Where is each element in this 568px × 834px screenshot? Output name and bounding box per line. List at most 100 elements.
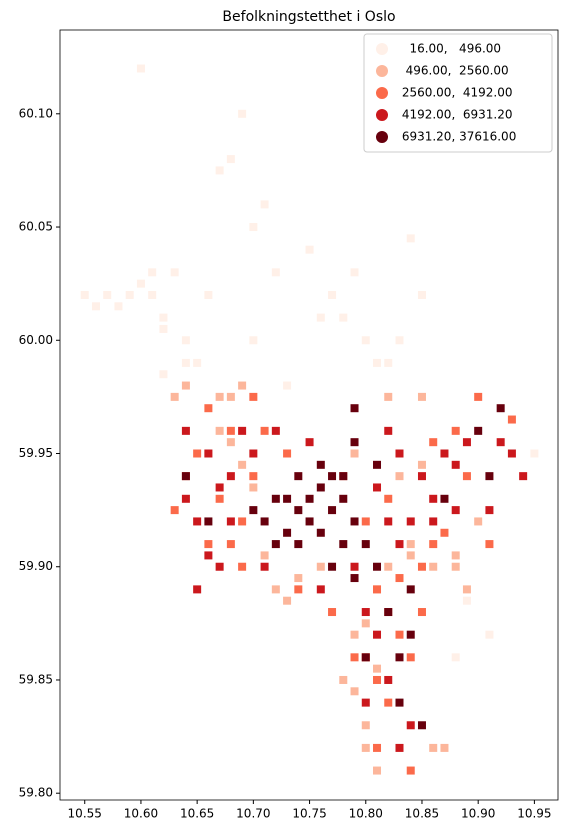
grid-cell — [361, 721, 370, 730]
grid-cell — [350, 449, 359, 458]
grid-cell — [159, 370, 168, 379]
grid-cell — [260, 517, 269, 526]
grid-cell — [181, 426, 190, 435]
grid-cell — [339, 472, 348, 481]
chart-title: Befolkningstetthet i Oslo — [222, 9, 395, 25]
grid-cell — [283, 528, 292, 537]
grid-cell — [395, 653, 404, 662]
grid-cell — [271, 540, 280, 549]
grid-cell — [429, 494, 438, 503]
x-tick-label: 10.60 — [124, 807, 158, 821]
grid-cell — [170, 392, 179, 401]
plot-frame — [59, 29, 559, 801]
grid-cell — [384, 392, 393, 401]
grid-cell — [193, 449, 202, 458]
grid-cell — [226, 517, 235, 526]
y-tick-label: 59.85 — [19, 672, 53, 686]
grid-cell — [406, 234, 415, 243]
grid-cell — [462, 585, 471, 594]
grid-cell — [305, 494, 314, 503]
grid-cell — [451, 426, 460, 435]
grid-cell — [350, 630, 359, 639]
grid-cell — [249, 449, 258, 458]
grid-cell — [474, 392, 483, 401]
grid-cell — [429, 562, 438, 571]
grid-cell — [170, 268, 179, 277]
grid-cell — [350, 438, 359, 447]
grid-cell — [249, 223, 258, 232]
grid-cell — [361, 336, 370, 345]
grid-cell — [507, 449, 516, 458]
grid-cell — [328, 506, 337, 515]
grid-cell — [204, 449, 213, 458]
grid-cell — [339, 540, 348, 549]
grid-cell — [384, 358, 393, 367]
grid-cell — [406, 766, 415, 775]
legend-box — [363, 33, 553, 153]
grid-cell — [316, 460, 325, 469]
grid-cell — [350, 517, 359, 526]
grid-cell — [215, 562, 224, 571]
grid-cell — [226, 438, 235, 447]
grid-cell — [215, 426, 224, 435]
grid-cell — [485, 506, 494, 515]
grid-cell — [507, 415, 516, 424]
grid-cell — [260, 562, 269, 571]
grid-cell — [181, 494, 190, 503]
legend-label: 496.00, 2560.00 — [398, 64, 509, 78]
grid-cell — [148, 290, 157, 299]
grid-cell — [294, 574, 303, 583]
grid-cell — [451, 562, 460, 571]
grid-cell — [226, 472, 235, 481]
grid-cell — [249, 392, 258, 401]
grid-cell — [294, 506, 303, 515]
grid-cell — [159, 324, 168, 333]
grid-cell — [395, 630, 404, 639]
grid-cell — [395, 574, 404, 583]
grid-cell — [373, 675, 382, 684]
legend-label: 2560.00, 4192.00 — [398, 86, 513, 100]
grid-cell — [249, 506, 258, 515]
grid-cell — [474, 426, 483, 435]
grid-cell — [193, 517, 202, 526]
grid-cell — [406, 517, 415, 526]
grid-cell — [328, 290, 337, 299]
legend-marker — [376, 65, 388, 77]
x-tick-label: 10.55 — [68, 807, 102, 821]
grid-cell — [226, 392, 235, 401]
grid-cell — [305, 245, 314, 254]
grid-cell — [316, 528, 325, 537]
grid-cell — [406, 721, 415, 730]
grid-cell — [328, 472, 337, 481]
grid-cell — [159, 313, 168, 322]
legend-marker — [376, 43, 388, 55]
grid-cell — [496, 404, 505, 413]
legend-label: 4192.00, 6931.20 — [398, 108, 513, 122]
grid-cell — [373, 483, 382, 492]
grid-cell — [339, 494, 348, 503]
grid-cell — [406, 630, 415, 639]
grid-cell — [136, 279, 145, 288]
grid-cell — [395, 743, 404, 752]
grid-cell — [238, 426, 247, 435]
x-tick-label: 10.95 — [517, 807, 551, 821]
x-tick-label: 10.75 — [292, 807, 326, 821]
grid-cell — [406, 540, 415, 549]
grid-cell — [361, 619, 370, 628]
grid-cell — [429, 517, 438, 526]
grid-cell — [238, 109, 247, 118]
grid-cell — [417, 721, 426, 730]
grid-cell — [440, 449, 449, 458]
grid-cell — [339, 313, 348, 322]
grid-cell — [204, 540, 213, 549]
grid-cell — [193, 358, 202, 367]
grid-cell — [350, 574, 359, 583]
grid-cell — [204, 290, 213, 299]
grid-cell — [226, 426, 235, 435]
grid-cell — [417, 472, 426, 481]
grid-cell — [339, 675, 348, 684]
grid-cell — [519, 472, 528, 481]
y-tick-label: 59.80 — [19, 786, 53, 800]
grid-cell — [148, 268, 157, 277]
